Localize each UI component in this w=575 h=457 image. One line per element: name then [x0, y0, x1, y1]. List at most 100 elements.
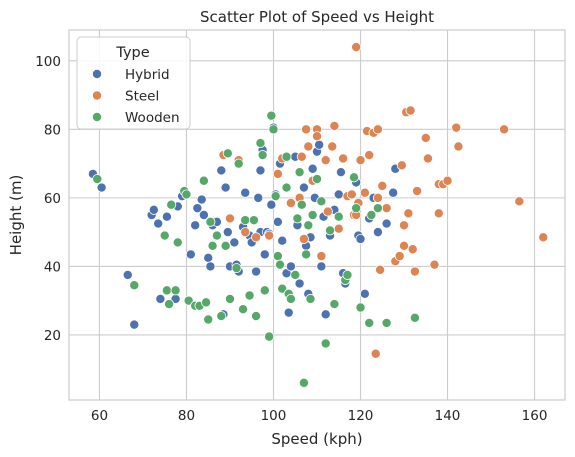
wooden-point: [231, 263, 242, 274]
steel-point: [224, 213, 235, 224]
hybrid-point: [216, 165, 227, 176]
steel-point: [429, 259, 440, 270]
steel-point: [372, 124, 383, 135]
wooden-point: [198, 175, 209, 186]
wooden-point: [342, 269, 353, 280]
legend-marker-steel: [92, 90, 103, 101]
legend-marker-wooden: [92, 112, 103, 123]
wooden-point: [290, 269, 301, 280]
steel-point: [403, 208, 414, 219]
wooden-point: [270, 191, 281, 202]
hybrid-point: [359, 288, 370, 299]
wooden-point: [305, 293, 316, 304]
steel-point: [451, 122, 462, 133]
wooden-point: [92, 174, 103, 185]
steel-point: [377, 180, 388, 191]
hybrid-point: [372, 227, 383, 238]
steel-point: [394, 251, 405, 262]
wooden-point: [159, 230, 170, 241]
wooden-point: [264, 331, 275, 342]
steel-point: [264, 230, 275, 241]
steel-point: [329, 120, 340, 131]
hybrid-point: [222, 227, 233, 238]
hybrid-point: [220, 182, 231, 193]
steel-point: [333, 223, 344, 234]
steel-point: [399, 240, 410, 251]
wooden-point: [207, 240, 218, 251]
hybrid-point: [153, 218, 164, 229]
hybrid-point: [355, 233, 366, 244]
y-tick-label: 40: [44, 259, 61, 275]
wooden-point: [372, 203, 383, 214]
hybrid-point: [190, 220, 201, 231]
wooden-point: [183, 295, 194, 306]
x-tick-label: 60: [91, 408, 108, 424]
steel-point: [346, 189, 357, 200]
wooden-point: [272, 251, 283, 262]
y-tick-labels: 20 40 60 80 100: [35, 54, 61, 344]
wooden-point: [161, 285, 172, 296]
wooden-point: [222, 148, 233, 159]
steel-point: [442, 175, 453, 186]
hybrid-point: [205, 261, 216, 272]
steel-point: [272, 168, 283, 179]
steel-point: [322, 206, 333, 217]
steel-point: [351, 42, 362, 53]
steel-point: [296, 151, 307, 162]
x-tick-label: 160: [522, 408, 548, 424]
wooden-point: [251, 311, 262, 322]
legend-marker-hybrid: [92, 69, 103, 80]
wooden-point: [216, 311, 227, 322]
wooden-point: [257, 150, 268, 161]
wooden-point: [292, 213, 303, 224]
wooden-point: [281, 182, 292, 193]
hybrid-point: [253, 192, 264, 203]
wooden-point: [203, 314, 214, 325]
wooden-point: [259, 285, 270, 296]
wooden-point: [220, 240, 231, 251]
hybrid-point: [203, 252, 214, 263]
steel-point: [375, 264, 386, 275]
x-tick-labels: 60 80 100 120 140 160: [91, 408, 548, 424]
hybrid-point: [192, 203, 203, 214]
wooden-point: [201, 297, 212, 308]
steel-point: [316, 251, 327, 262]
steel-point: [303, 141, 314, 152]
steel-point: [355, 155, 366, 166]
hybrid-point: [283, 307, 294, 318]
wooden-point: [311, 174, 322, 185]
steel-point: [370, 348, 381, 359]
steel-point: [399, 220, 410, 231]
steel-point: [420, 132, 431, 143]
legend-title: Type: [115, 45, 149, 61]
wooden-point: [409, 312, 420, 323]
wooden-point: [294, 167, 305, 178]
hybrid-point: [314, 139, 325, 150]
wooden-point: [181, 189, 192, 200]
hybrid-point: [285, 261, 296, 272]
steel-point: [359, 187, 370, 198]
x-tick-label: 80: [178, 408, 195, 424]
hybrid-point: [198, 209, 209, 220]
hybrid-point: [294, 278, 305, 289]
hybrid-point: [381, 218, 392, 229]
wooden-point: [266, 110, 277, 121]
hybrid-point: [251, 266, 262, 277]
wooden-point: [205, 216, 216, 227]
hybrid-point: [272, 216, 283, 227]
wooden-point: [248, 215, 259, 226]
wooden-point: [166, 199, 177, 210]
x-tick-label: 140: [435, 408, 461, 424]
wooden-point: [238, 304, 249, 315]
legend-label-hybrid: Hybrid: [125, 67, 170, 83]
wooden-point: [285, 293, 296, 304]
hybrid-point: [196, 194, 207, 205]
wooden-point: [244, 290, 255, 301]
hybrid-point: [335, 167, 346, 178]
legend: Type Hybrid Steel Wooden: [76, 36, 191, 130]
hybrid-point: [129, 319, 140, 330]
steel-point: [327, 141, 338, 152]
hybrid-point: [161, 211, 172, 222]
wooden-point: [277, 283, 288, 294]
